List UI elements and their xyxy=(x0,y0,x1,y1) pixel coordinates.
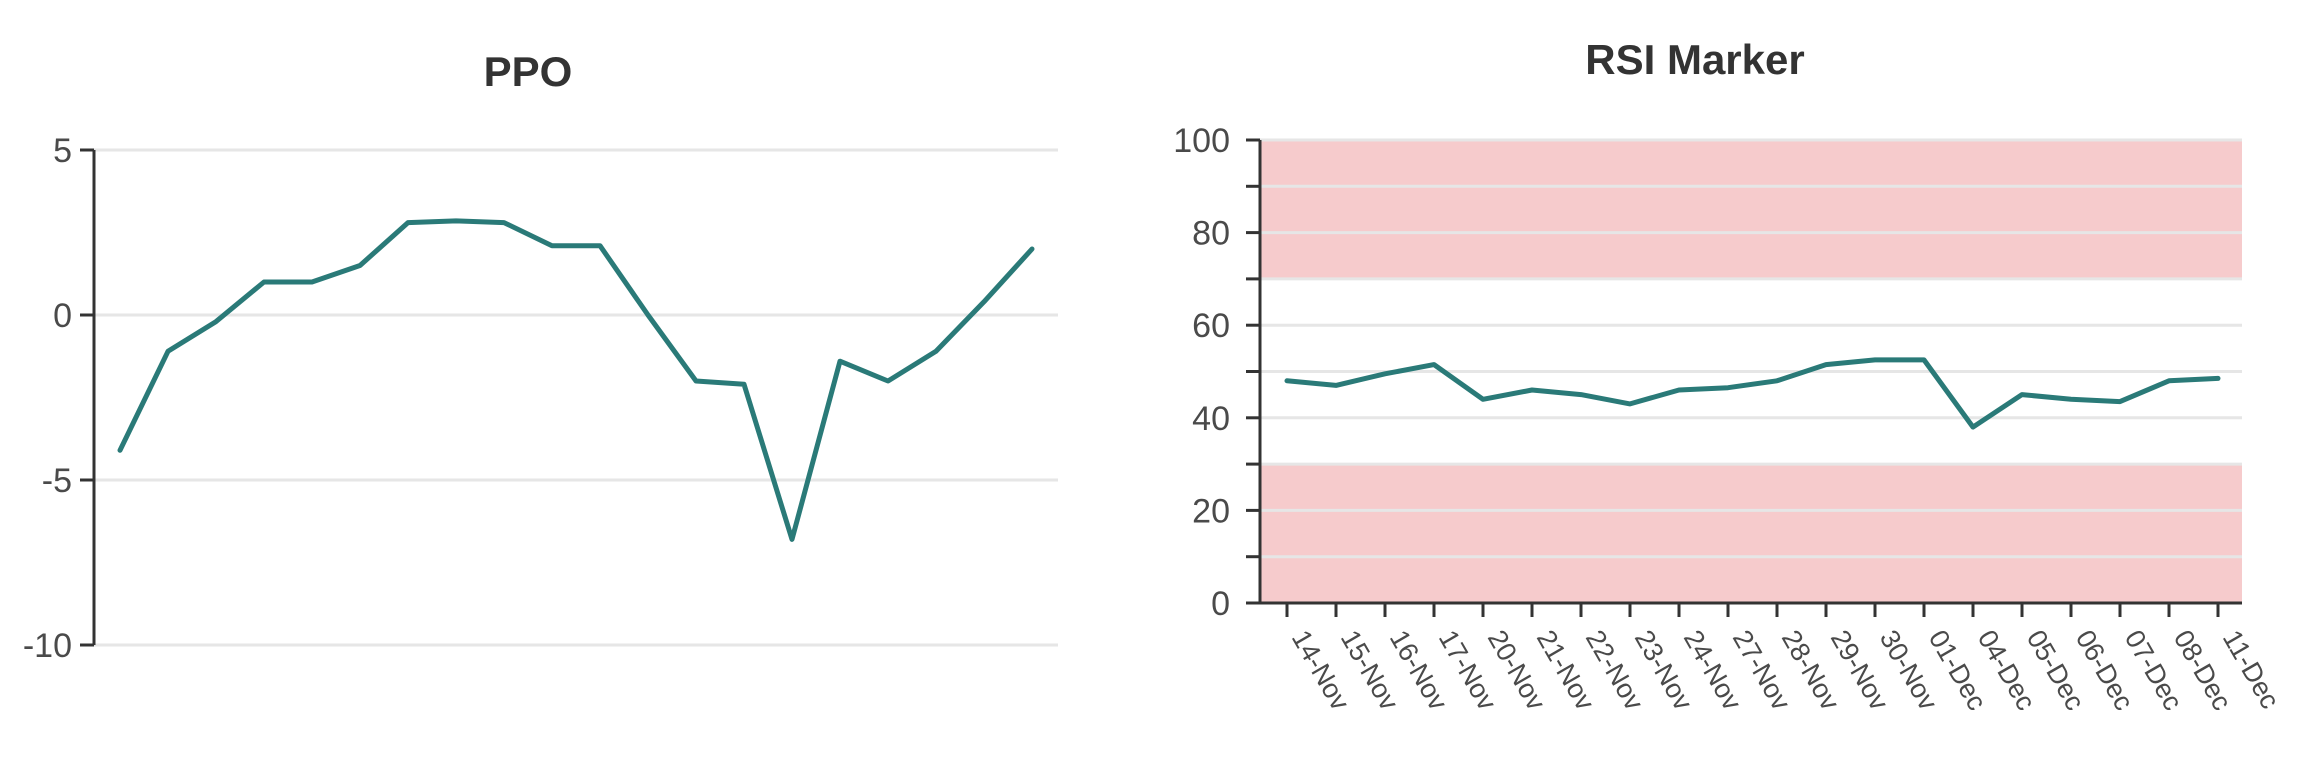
ppo-title: PPO xyxy=(484,48,573,95)
rsi-title: RSI Marker xyxy=(1585,36,1804,83)
rsi-grid xyxy=(1260,138,2242,605)
ppo-y-tick-label: -5 xyxy=(42,462,72,500)
rsi-chart: RSI Marker 100 80 60 40 20 0 14-Nov15-Nov16-N… xyxy=(1173,36,2285,716)
rsi-band xyxy=(1260,464,2242,603)
rsi-x-ticks: 14-Nov15-Nov16-Nov17-Nov20-Nov21-Nov22-N… xyxy=(1285,603,2285,716)
ppo-y-ticks: 5 0 -5 -10 xyxy=(23,132,94,665)
rsi-bands xyxy=(1260,140,2242,603)
ppo-y-tick-label: -10 xyxy=(23,627,72,665)
rsi-y-tick-label: 80 xyxy=(1192,215,1230,253)
rsi-y-tick-label: 0 xyxy=(1211,585,1230,623)
ppo-series-line xyxy=(117,218,1035,542)
rsi-y-tick-label: 60 xyxy=(1192,307,1230,345)
rsi-y-ticks: 100 80 60 40 20 0 xyxy=(1173,122,1260,623)
ppo-y-tick-label: 0 xyxy=(53,297,72,335)
rsi-y-tick-label: 20 xyxy=(1192,492,1230,530)
ppo-grid xyxy=(94,148,1058,647)
rsi-series-line xyxy=(1284,357,2221,430)
rsi-band xyxy=(1260,140,2242,279)
ppo-chart: PPO 5 0 -5 -10 xyxy=(23,48,1058,665)
ppo-y-tick-label: 5 xyxy=(53,132,72,170)
rsi-y-tick-label: 100 xyxy=(1173,122,1230,160)
rsi-y-tick-label: 40 xyxy=(1192,400,1230,438)
